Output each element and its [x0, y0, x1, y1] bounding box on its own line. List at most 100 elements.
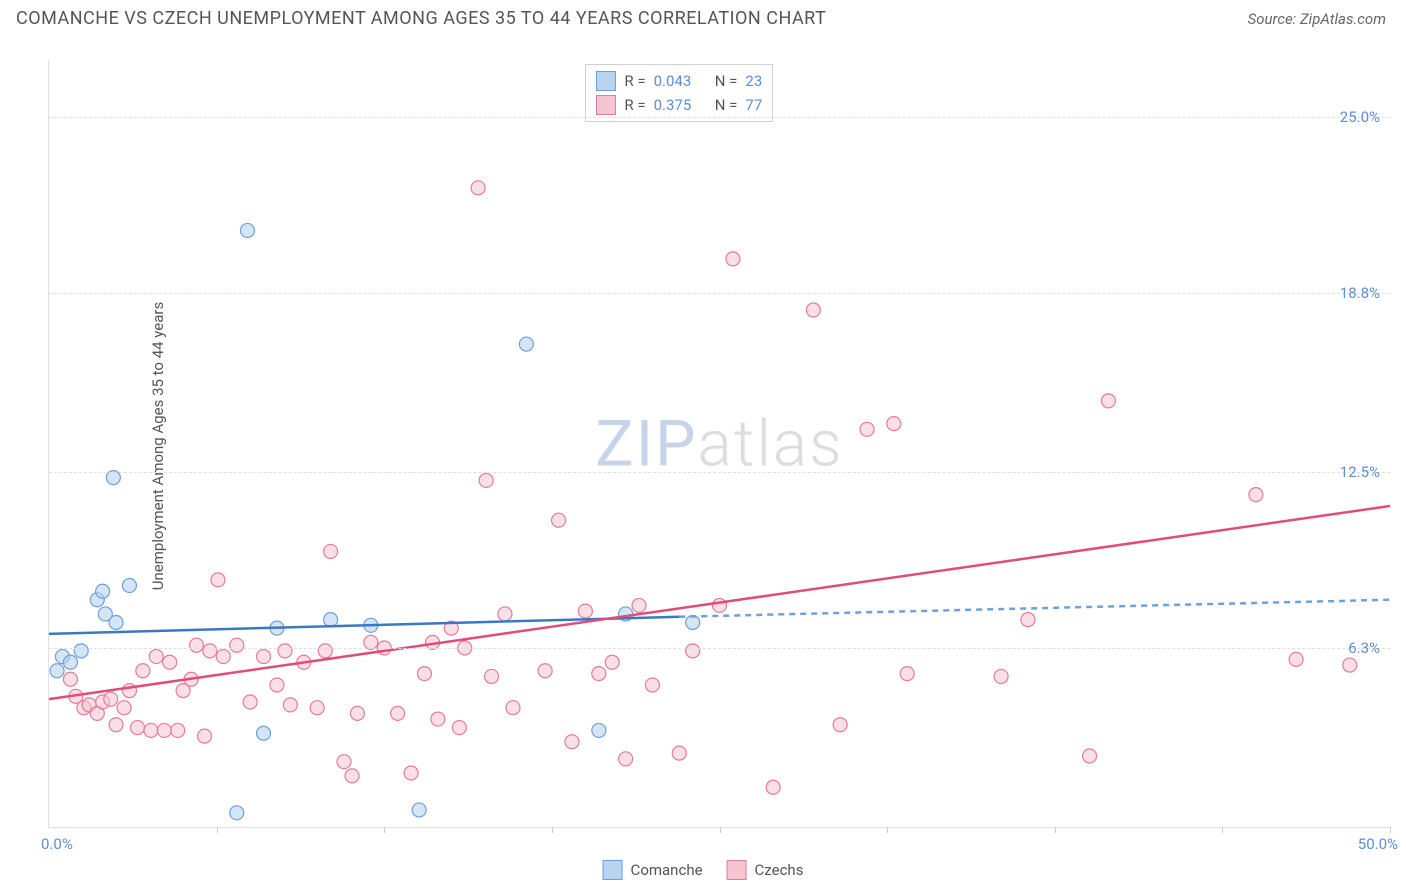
- n-label: N =: [715, 96, 738, 114]
- data-point: [324, 613, 338, 627]
- swatch-czechs: [727, 860, 747, 880]
- data-point: [833, 718, 847, 732]
- legend-stats: R = 0.043 N = 23 R = 0.375 N = 77: [585, 64, 773, 122]
- xtick: [384, 827, 385, 833]
- trend-line: [49, 617, 679, 634]
- r-value-czechs: 0.375: [654, 96, 692, 114]
- trend-line: [679, 600, 1390, 617]
- r-value-comanche: 0.043: [654, 72, 692, 90]
- data-point: [605, 655, 619, 669]
- data-point: [190, 638, 204, 652]
- data-point: [519, 337, 533, 351]
- gridline: [49, 472, 1390, 473]
- data-point: [686, 644, 700, 658]
- data-point: [1083, 749, 1097, 763]
- ytick-label: 12.5%: [1340, 463, 1380, 481]
- r-label: R =: [624, 72, 645, 90]
- data-point: [324, 544, 338, 558]
- chart-title: COMANCHE VS CZECH UNEMPLOYMENT AMONG AGE…: [16, 8, 826, 29]
- trend-line: [49, 506, 1390, 699]
- swatch-comanche: [596, 71, 616, 91]
- data-point: [109, 718, 123, 732]
- data-point: [565, 735, 579, 749]
- data-point: [216, 650, 230, 664]
- data-point: [283, 698, 297, 712]
- data-point: [230, 638, 244, 652]
- xtick: [1222, 827, 1223, 833]
- data-point: [149, 650, 163, 664]
- series-label-comanche: Comanche: [631, 861, 703, 879]
- scatter-svg: [49, 60, 1390, 827]
- chart-source: Source: ZipAtlas.com: [1248, 10, 1386, 28]
- data-point: [417, 667, 431, 681]
- data-point: [412, 803, 426, 817]
- data-point: [96, 584, 110, 598]
- data-point: [887, 417, 901, 431]
- data-point: [1249, 488, 1263, 502]
- x-max-label: 50.0%: [1358, 835, 1398, 853]
- xtick: [1055, 827, 1056, 833]
- data-point: [1289, 652, 1303, 666]
- data-point: [310, 701, 324, 715]
- data-point: [431, 712, 445, 726]
- data-point: [452, 721, 466, 735]
- data-point: [592, 723, 606, 737]
- legend-item-comanche: Comanche: [603, 860, 703, 880]
- legend-item-czechs: Czechs: [727, 860, 804, 880]
- data-point: [672, 746, 686, 760]
- data-point: [270, 678, 284, 692]
- data-point: [471, 181, 485, 195]
- data-point: [163, 655, 177, 669]
- data-point: [552, 513, 566, 527]
- ytick-label: 25.0%: [1340, 108, 1380, 126]
- gridline: [49, 293, 1390, 294]
- data-point: [479, 473, 493, 487]
- r-label: R =: [624, 96, 645, 114]
- data-point: [592, 667, 606, 681]
- data-point: [50, 664, 64, 678]
- data-point: [766, 780, 780, 794]
- data-point: [1101, 394, 1115, 408]
- xtick: [1390, 827, 1391, 833]
- data-point: [498, 607, 512, 621]
- data-point: [404, 766, 418, 780]
- data-point: [391, 706, 405, 720]
- gridline: [49, 117, 1390, 118]
- data-point: [157, 723, 171, 737]
- data-point: [806, 303, 820, 317]
- data-point: [131, 721, 145, 735]
- ytick-label: 6.3%: [1348, 639, 1380, 657]
- data-point: [726, 252, 740, 266]
- legend-stats-row-czechs: R = 0.375 N = 77: [596, 93, 762, 117]
- data-point: [104, 692, 118, 706]
- data-point: [619, 752, 633, 766]
- data-point: [203, 644, 217, 658]
- data-point: [211, 573, 225, 587]
- xtick: [552, 827, 553, 833]
- data-point: [171, 723, 185, 737]
- data-point: [860, 422, 874, 436]
- data-point: [198, 729, 212, 743]
- data-point: [578, 604, 592, 618]
- legend-series: Comanche Czechs: [603, 860, 804, 880]
- data-point: [485, 669, 499, 683]
- gridline: [49, 648, 1390, 649]
- data-point: [350, 706, 364, 720]
- data-point: [713, 598, 727, 612]
- data-point: [243, 695, 257, 709]
- data-point: [117, 701, 131, 715]
- data-point: [506, 701, 520, 715]
- data-point: [122, 579, 136, 593]
- n-label: N =: [715, 72, 738, 90]
- data-point: [900, 667, 914, 681]
- data-point: [74, 644, 88, 658]
- ytick-label: 18.8%: [1340, 284, 1380, 302]
- data-point: [1021, 613, 1035, 627]
- series-label-czechs: Czechs: [755, 861, 804, 879]
- xtick: [720, 827, 721, 833]
- xtick: [887, 827, 888, 833]
- data-point: [63, 655, 77, 669]
- data-point: [538, 664, 552, 678]
- legend-stats-row-comanche: R = 0.043 N = 23: [596, 69, 762, 93]
- xtick: [217, 827, 218, 833]
